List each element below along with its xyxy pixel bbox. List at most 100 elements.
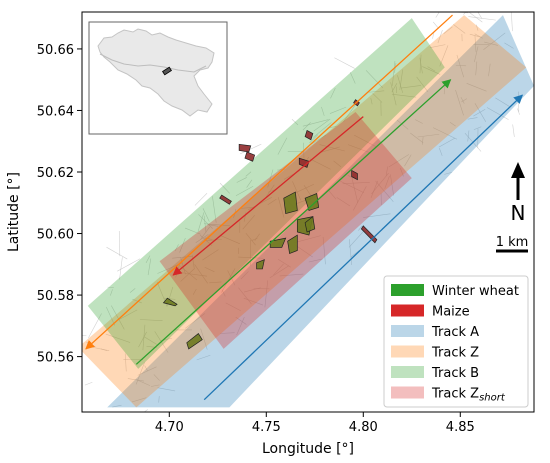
street-segment bbox=[340, 180, 365, 193]
street-segment bbox=[200, 226, 210, 240]
street-segment bbox=[240, 271, 249, 280]
legend-swatch bbox=[391, 386, 424, 399]
street-segment bbox=[473, 126, 482, 130]
street-segment bbox=[474, 35, 477, 52]
winter-wheat-field bbox=[283, 191, 298, 214]
track-a-direction-arrow bbox=[203, 94, 524, 401]
street-segment bbox=[319, 144, 345, 152]
street-segment bbox=[132, 298, 142, 304]
scale-bar: 1 km bbox=[496, 235, 529, 253]
street-segment bbox=[204, 266, 215, 273]
street-segment bbox=[163, 297, 176, 300]
street-segment bbox=[410, 132, 424, 144]
street-segment bbox=[390, 82, 397, 106]
street-segment bbox=[198, 214, 213, 229]
street-segment bbox=[399, 69, 404, 90]
street-segment bbox=[432, 21, 439, 29]
street-segment bbox=[118, 231, 121, 257]
y-tick-label: 50.62 bbox=[37, 166, 74, 181]
street-segment bbox=[105, 333, 131, 343]
street-segment bbox=[474, 33, 483, 39]
track-b-footprint bbox=[87, 18, 445, 369]
street-segment bbox=[350, 250, 360, 258]
street-segment bbox=[158, 396, 160, 403]
street-segment bbox=[129, 288, 136, 293]
street-segment bbox=[150, 384, 160, 387]
street-segment bbox=[328, 190, 337, 200]
legend-label: Track B bbox=[431, 366, 479, 381]
street-segment bbox=[468, 12, 483, 23]
street-segment bbox=[475, 61, 478, 76]
street-segment bbox=[117, 258, 141, 272]
street-segment bbox=[449, 121, 456, 127]
street-segment bbox=[267, 198, 277, 206]
street-segment bbox=[180, 272, 208, 277]
y-tick-label: 50.66 bbox=[37, 43, 74, 58]
street-segment bbox=[473, 108, 486, 117]
street-segment bbox=[235, 186, 254, 196]
street-segment bbox=[185, 313, 205, 329]
street-segment bbox=[404, 154, 412, 167]
street-segment bbox=[333, 160, 342, 168]
maize-field bbox=[304, 129, 314, 141]
maize-field bbox=[238, 143, 252, 153]
x-axis-label: Longitude [°] bbox=[262, 441, 354, 457]
street-segment bbox=[264, 280, 269, 308]
inset-country-shape bbox=[97, 28, 215, 117]
street-segment bbox=[469, 33, 481, 38]
street-segment bbox=[180, 266, 198, 281]
street-segment bbox=[477, 12, 483, 19]
north-arrow-head bbox=[511, 162, 525, 178]
street-segment bbox=[517, 108, 520, 115]
street-segment bbox=[330, 87, 336, 99]
street-segment bbox=[371, 172, 389, 195]
street-segment bbox=[438, 137, 456, 148]
street-segment bbox=[351, 178, 359, 204]
street-segment bbox=[343, 103, 357, 122]
winter-wheat-field bbox=[287, 234, 298, 255]
winter-wheat-field bbox=[256, 259, 265, 270]
street-segment bbox=[135, 362, 145, 385]
street-segment bbox=[147, 258, 152, 276]
street-segment bbox=[435, 12, 440, 18]
plot-frame bbox=[81, 11, 535, 413]
street-segment bbox=[294, 235, 321, 243]
street-segment bbox=[144, 365, 148, 372]
street-segment bbox=[238, 256, 264, 259]
street-segment bbox=[512, 124, 515, 137]
street-segment bbox=[390, 174, 394, 196]
street-segment bbox=[191, 255, 195, 268]
street-segment bbox=[277, 197, 285, 218]
track-a-footprint bbox=[107, 15, 534, 408]
street-segment bbox=[245, 171, 252, 177]
street-segment bbox=[180, 268, 196, 282]
street-segment bbox=[396, 119, 409, 130]
street-segment bbox=[279, 273, 304, 277]
legend-label: Track A bbox=[431, 325, 479, 340]
street-segment bbox=[391, 93, 417, 98]
street-segment bbox=[236, 177, 247, 183]
street-segment bbox=[486, 107, 509, 120]
street-segment bbox=[291, 119, 299, 126]
street-segment bbox=[202, 249, 219, 261]
street-segment bbox=[205, 238, 222, 242]
street-segment bbox=[474, 46, 479, 63]
street-segment bbox=[391, 83, 398, 93]
street-segment bbox=[370, 97, 373, 105]
street-segment bbox=[422, 66, 441, 75]
street-segment bbox=[427, 66, 436, 72]
street-segment bbox=[137, 366, 157, 376]
street-segment bbox=[84, 381, 93, 386]
street-segment bbox=[109, 411, 111, 412]
street-segment bbox=[483, 32, 506, 51]
street-segment bbox=[242, 214, 255, 230]
street-segment bbox=[202, 208, 210, 222]
street-segment bbox=[117, 309, 138, 321]
scalebar-label: 1 km bbox=[496, 235, 529, 250]
street-segment bbox=[466, 83, 487, 92]
street-segment bbox=[415, 119, 423, 124]
street-segment bbox=[511, 12, 513, 32]
x-tick-label: 4.80 bbox=[349, 420, 378, 435]
street-segment bbox=[179, 238, 186, 253]
